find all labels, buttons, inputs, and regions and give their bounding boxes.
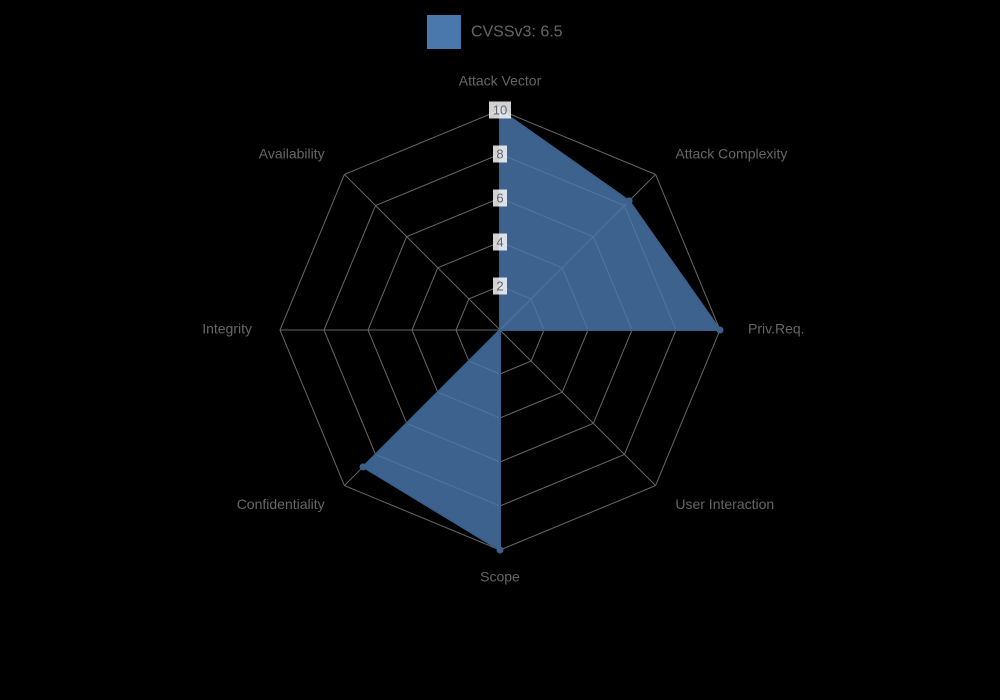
radar-tick-label: 2 <box>496 279 503 294</box>
chart-legend: CVSSv3: 6.5 <box>427 15 563 49</box>
legend-label: CVSSv3: 6.5 <box>471 24 563 41</box>
radar-marker <box>626 197 633 204</box>
radar-spoke <box>344 174 500 330</box>
radar-axis-label: User Interaction <box>675 496 774 512</box>
legend-swatch <box>427 15 461 49</box>
radar-axis-label: Scope <box>480 569 520 585</box>
radar-axis-label: Attack Complexity <box>675 145 787 161</box>
radar-tick-label: 6 <box>496 191 503 206</box>
radar-tick-label: 10 <box>493 103 507 118</box>
radar-tick-label: 8 <box>496 147 503 162</box>
radar-spoke <box>500 330 656 486</box>
radar-marker <box>717 327 724 334</box>
radar-axis-label: Availability <box>259 145 325 161</box>
radar-tick-label: 4 <box>496 235 503 250</box>
radar-axis-label: Attack Vector <box>459 73 542 89</box>
radar-axis-label: Integrity <box>202 321 252 337</box>
radar-marker <box>360 463 367 470</box>
radar-marker <box>497 547 504 554</box>
radar-axis-label: Priv.Req. <box>748 321 805 337</box>
radar-chart: 2 4 6 8 10 Attack Vector Attack Complexity Priv… <box>0 0 1000 700</box>
radar-axis-label: Confidentiality <box>237 496 325 512</box>
